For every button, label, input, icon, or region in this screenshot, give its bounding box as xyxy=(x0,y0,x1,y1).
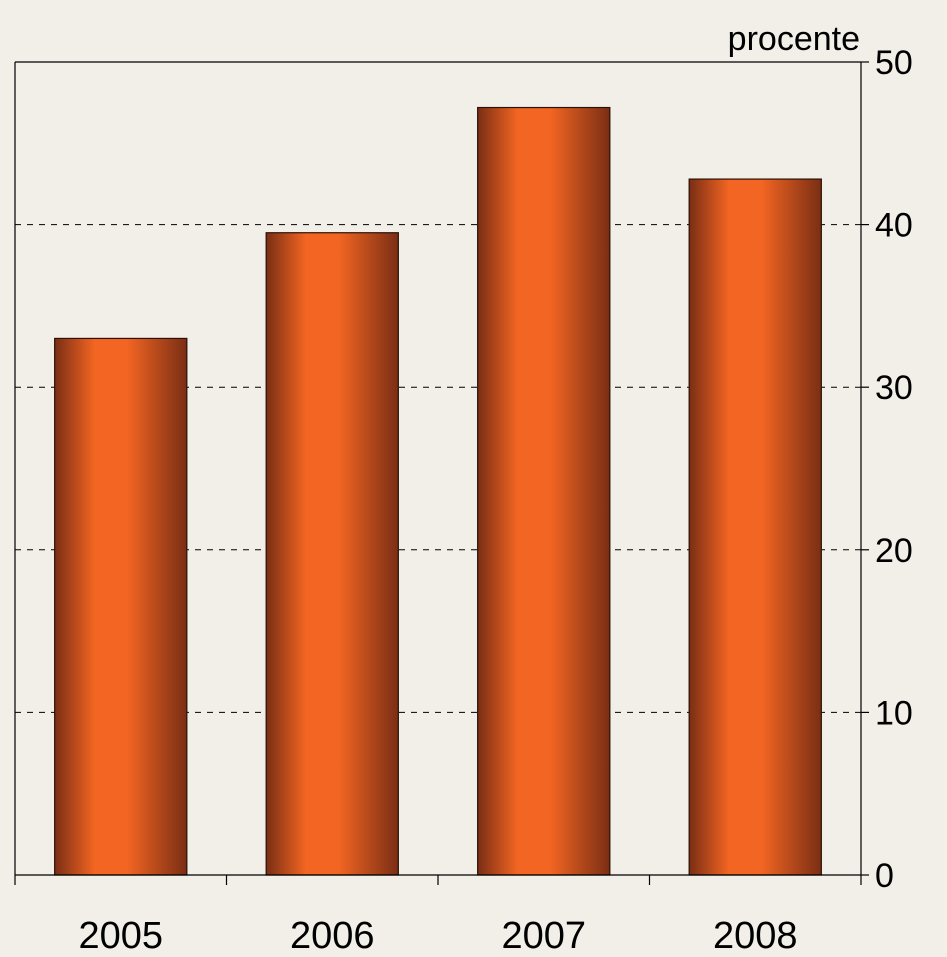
x-tick-label-2008: 2008 xyxy=(713,915,798,952)
y-tick-label-30: 30 xyxy=(875,369,913,407)
bar-2005 xyxy=(54,337,188,876)
y-tick-label-40: 40 xyxy=(875,207,913,245)
labels: procente 0 10 20 30 40 50 2005 2006 2007 2008 xyxy=(78,20,913,957)
bars xyxy=(54,106,822,876)
x-tick-label-2005: 2005 xyxy=(78,915,163,952)
bar-2006 xyxy=(265,232,399,876)
y-tick-label-50: 50 xyxy=(875,44,913,82)
gridlines xyxy=(15,224,861,713)
x-tick-label-2007: 2007 xyxy=(501,915,586,952)
y-axis-label: procente xyxy=(728,20,860,58)
axes xyxy=(14,61,869,885)
y-tick-label-20: 20 xyxy=(875,532,913,570)
bar-2008 xyxy=(688,178,822,876)
y-tick-label-10: 10 xyxy=(875,694,913,732)
bar-2007 xyxy=(477,106,611,876)
y-tick-label-0: 0 xyxy=(875,857,894,895)
x-tick-label-2006: 2006 xyxy=(290,915,375,952)
